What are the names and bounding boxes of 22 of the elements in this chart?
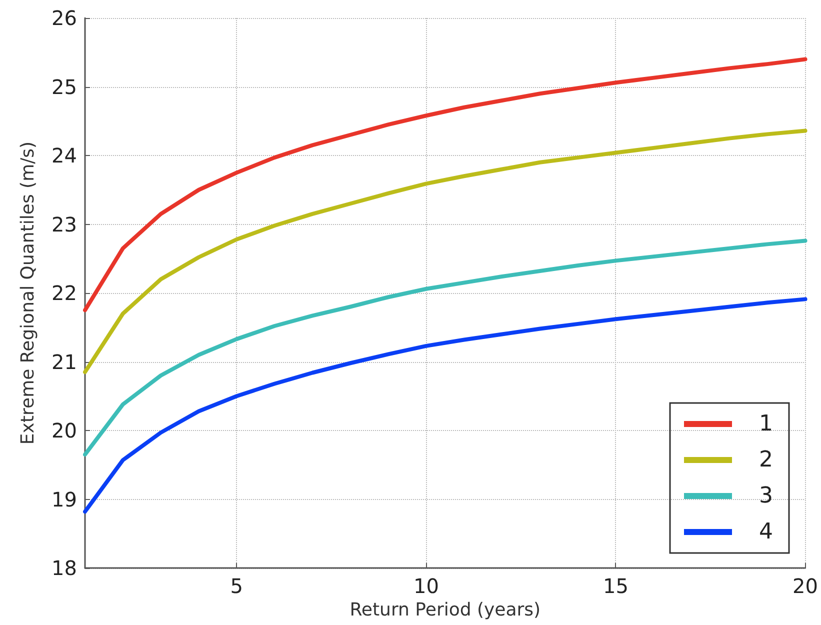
- x-tick-label: 10: [413, 574, 439, 598]
- y-tick-label: 19: [52, 487, 77, 512]
- x-tick-label: 15: [603, 574, 628, 598]
- legend-label: 1: [759, 412, 774, 436]
- y-tick-label: 26: [52, 6, 77, 30]
- legend-label: 2: [759, 448, 774, 472]
- y-tick-label: 23: [52, 212, 77, 236]
- y-tick-label: 25: [52, 74, 77, 99]
- line-series: [83, 128, 808, 374]
- line-series: [83, 57, 808, 312]
- x-axis-title: Return Period (years): [350, 599, 541, 620]
- y-tick-label: 20: [52, 418, 77, 442]
- x-tick-label: 20: [792, 574, 818, 598]
- line-series: [83, 297, 808, 514]
- y-axis-title: Extreme Regional Quantiles (m/s): [18, 141, 38, 445]
- legend-label: 3: [759, 484, 774, 508]
- y-tick-label: 21: [52, 350, 77, 374]
- y-tick-label: 24: [52, 144, 77, 168]
- legend-label: 4: [759, 520, 774, 544]
- x-tick-label: 5: [230, 574, 244, 598]
- y-tick-label: 18: [52, 556, 77, 580]
- y-tick-label: 22: [52, 281, 77, 305]
